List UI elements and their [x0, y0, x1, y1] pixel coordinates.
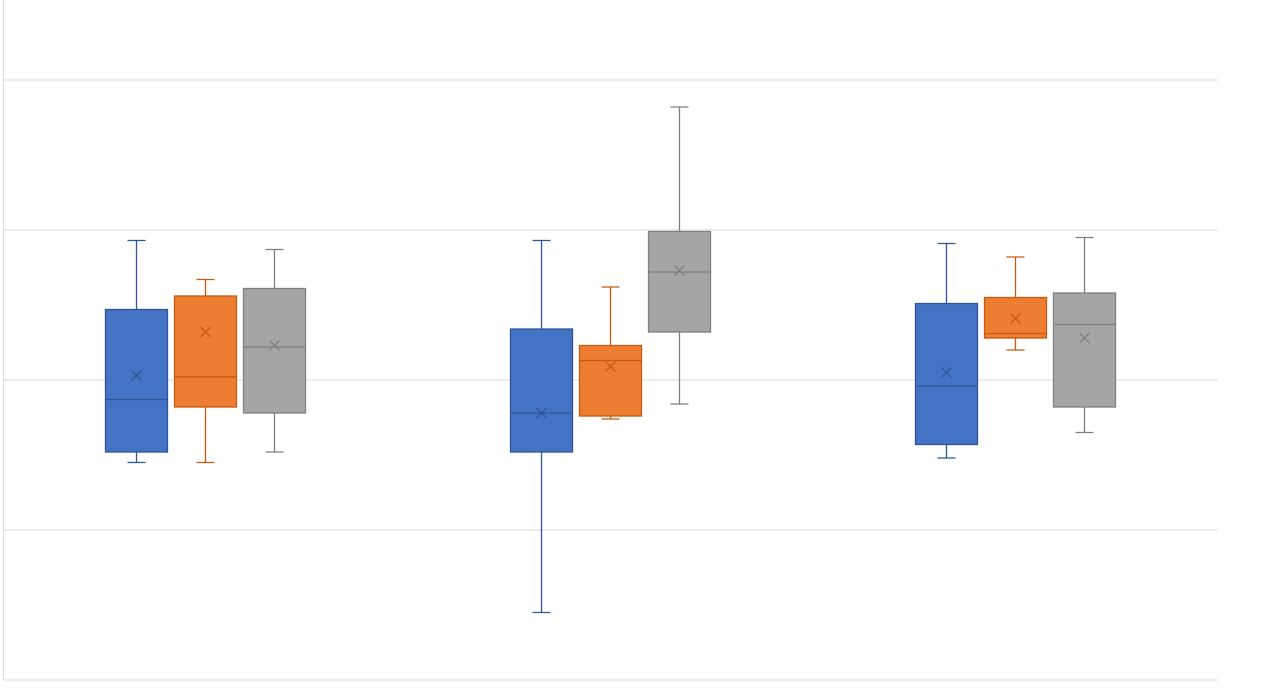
mean-marker	[536, 407, 547, 419]
box	[173, 295, 238, 408]
box	[1052, 292, 1117, 408]
mean-marker	[1079, 332, 1090, 344]
box	[242, 287, 307, 414]
mean-marker	[605, 361, 616, 372]
mean-marker	[269, 340, 280, 351]
box	[578, 344, 643, 417]
box	[104, 308, 169, 453]
box	[647, 230, 712, 333]
mean-marker	[1010, 313, 1021, 324]
mean-marker	[941, 367, 952, 378]
mean-marker	[131, 370, 142, 381]
mean-marker	[200, 326, 211, 338]
box	[509, 328, 574, 453]
box	[914, 302, 979, 446]
mean-marker	[674, 265, 685, 276]
